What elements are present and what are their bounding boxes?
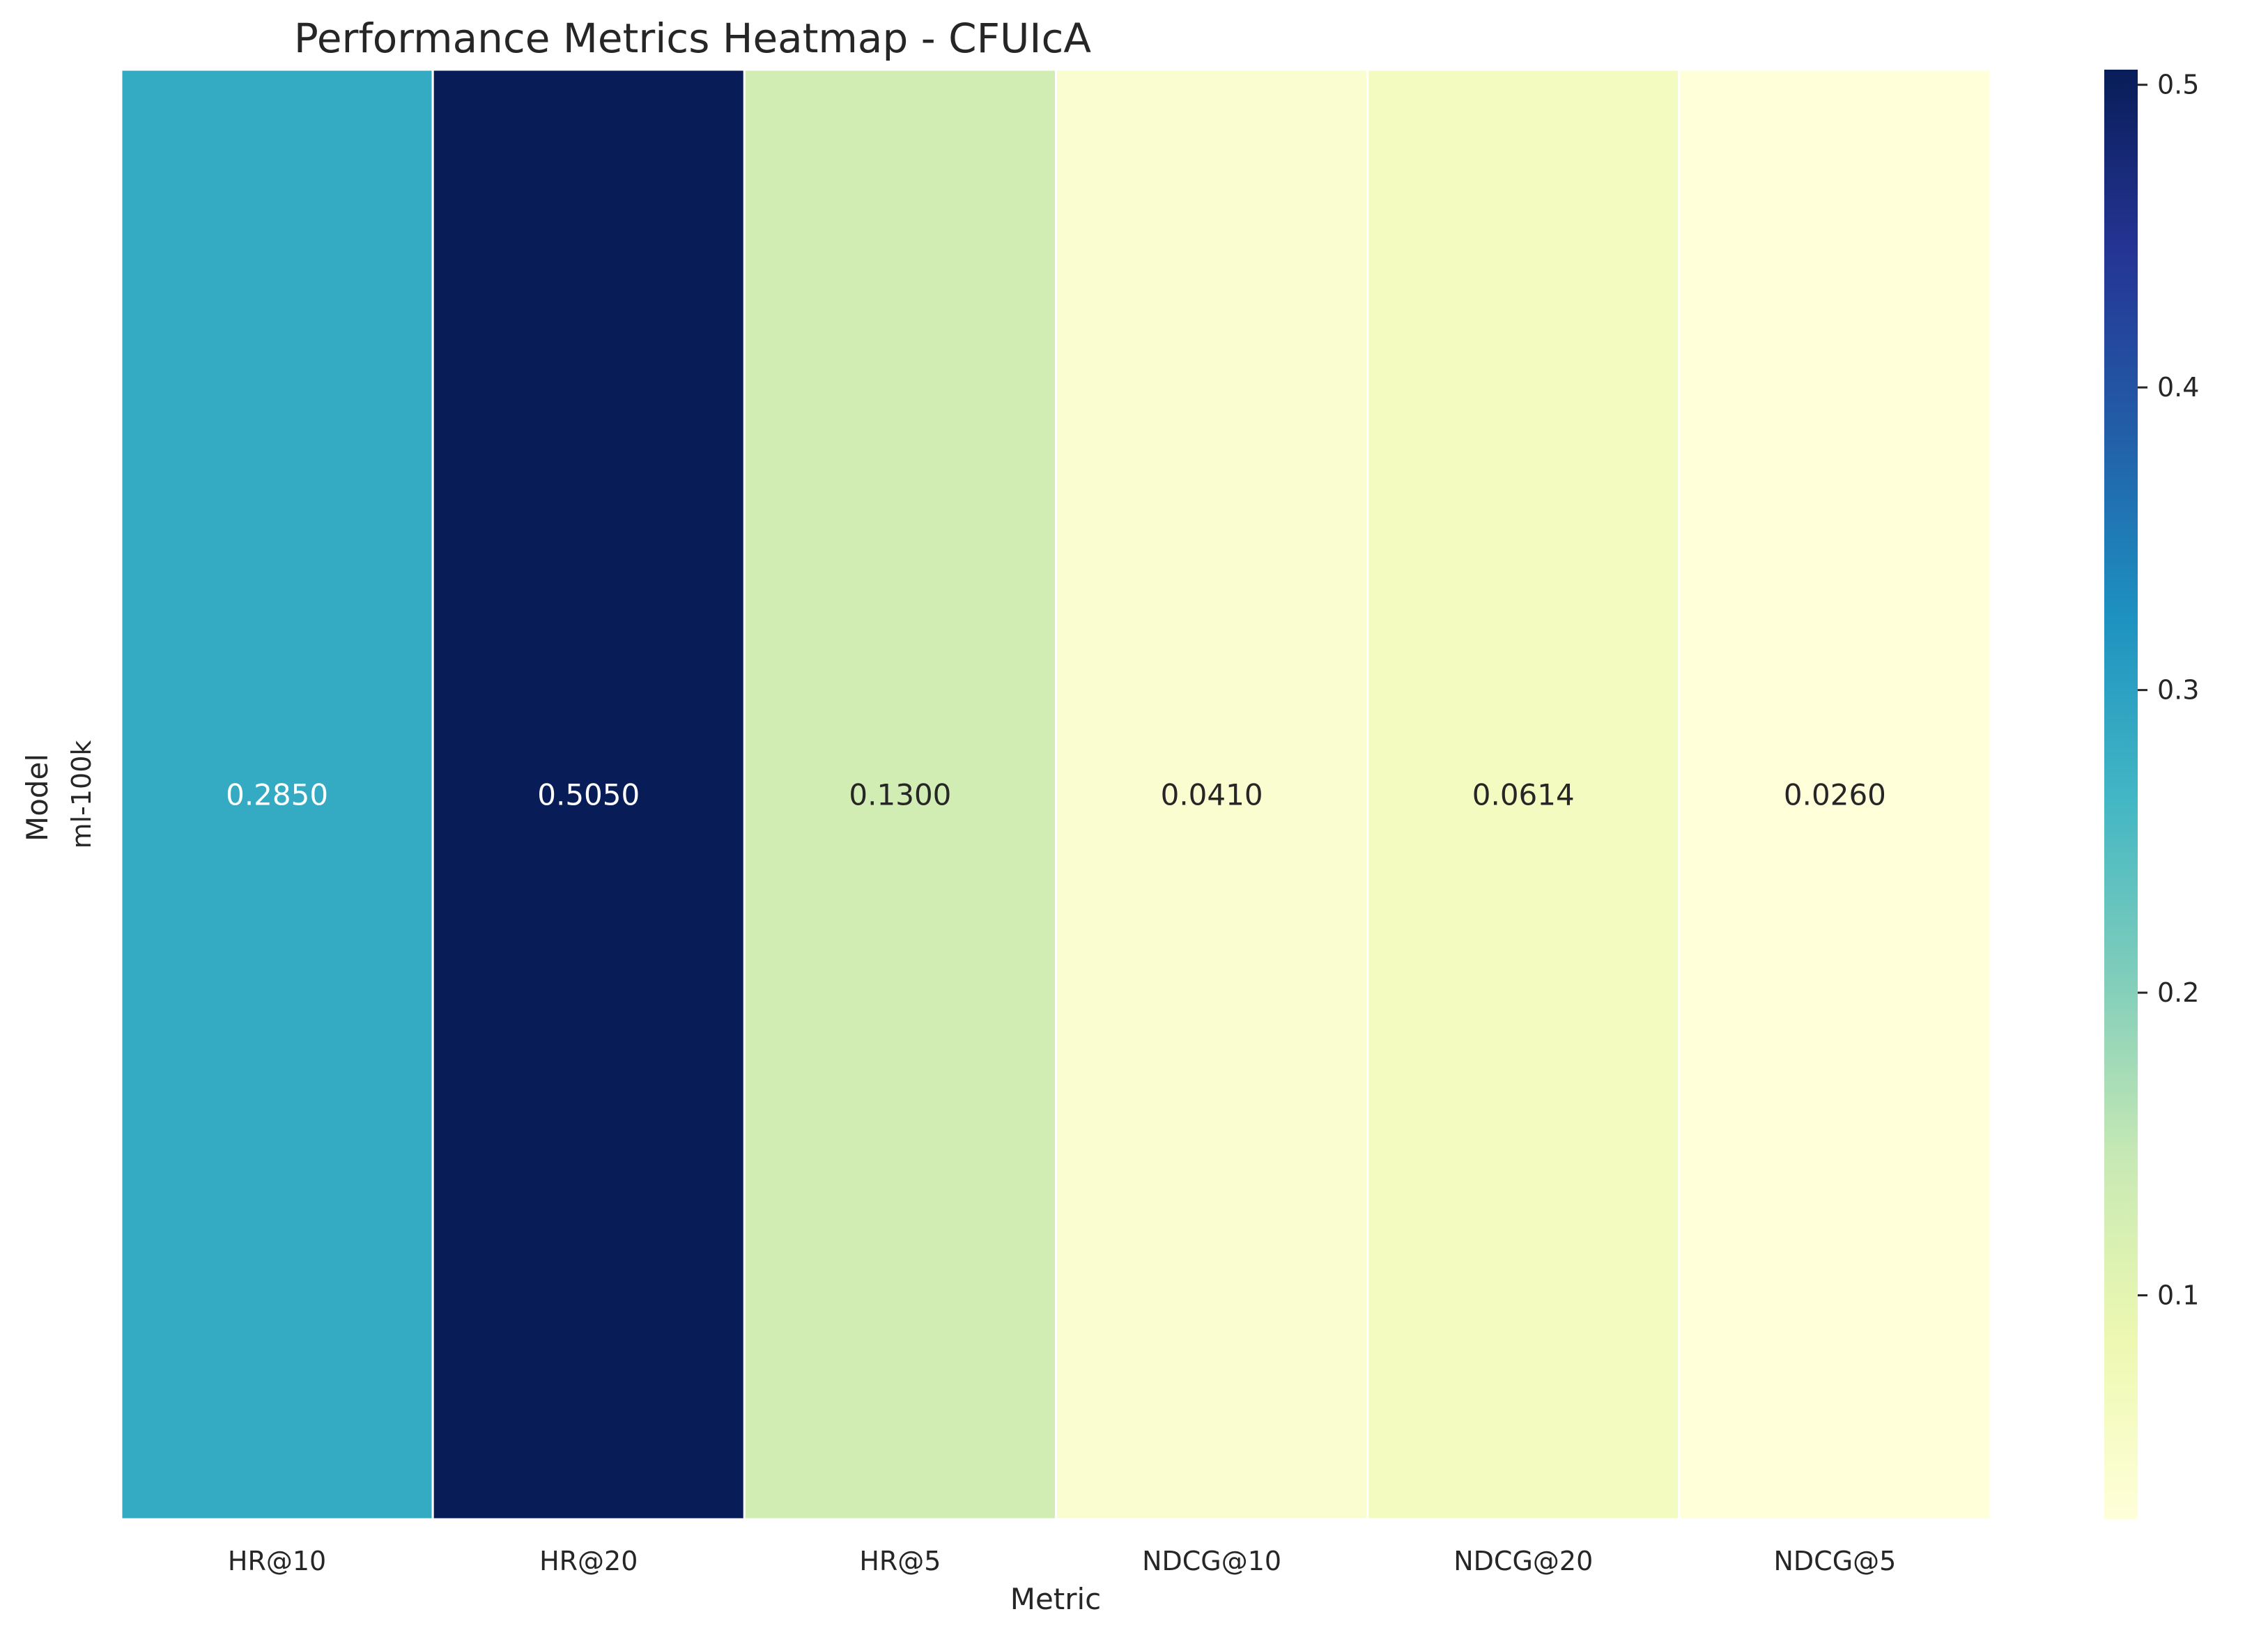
heatmap-cell	[1055, 68, 1369, 1521]
cell-value-label: 0.0614	[1472, 778, 1575, 812]
cell-value-label: 0.5050	[537, 778, 640, 812]
colorbar-tick-label: 0.1	[2157, 1280, 2199, 1311]
y-axis-ticks: ml-100k	[66, 740, 97, 849]
cell-value-label: 0.2850	[226, 778, 328, 812]
x-tick-label: HR@20	[539, 1546, 638, 1576]
chart-title: Performance Metrics Heatmap - CFUIcA	[294, 15, 1091, 62]
cell-value-label: 0.0260	[1784, 778, 1886, 812]
x-tick-label: NDCG@5	[1773, 1546, 1896, 1576]
cell-value-label: 0.0410	[1161, 778, 1263, 812]
x-tick-label: HR@5	[859, 1546, 941, 1576]
heatmap-cells: 0.2850 0.5050 0.1300 0.0410 0.0614 0.0260	[120, 68, 1992, 1521]
x-axis-label: Metric	[1010, 1582, 1102, 1616]
colorbar-tick-label: 0.5	[2157, 70, 2199, 100]
x-axis-ticks: HR@10 HR@20 HR@5 NDCG@10 NDCG@20 NDCG@5	[228, 1546, 1896, 1576]
heatmap-cell	[743, 68, 1058, 1521]
colorbar-tick-label: 0.2	[2157, 977, 2199, 1008]
cell-value-label: 0.1300	[849, 778, 951, 812]
x-tick-label: NDCG@10	[1142, 1546, 1281, 1576]
colorbar: 0.1 0.2 0.3 0.4 0.5	[2104, 70, 2199, 1519]
colorbar-gradient	[2104, 70, 2138, 1519]
heatmap-cell	[431, 68, 746, 1521]
colorbar-tick-label: 0.3	[2157, 675, 2199, 706]
x-tick-label: HR@10	[228, 1546, 326, 1576]
y-axis-label: Model	[20, 754, 54, 841]
heatmap-cell	[1366, 68, 1681, 1521]
y-tick-label: ml-100k	[66, 740, 97, 849]
heatmap-cell	[1678, 68, 1992, 1521]
heatmap-cell	[120, 68, 434, 1521]
colorbar-tick-label: 0.4	[2157, 372, 2199, 403]
x-tick-label: NDCG@20	[1453, 1546, 1593, 1576]
